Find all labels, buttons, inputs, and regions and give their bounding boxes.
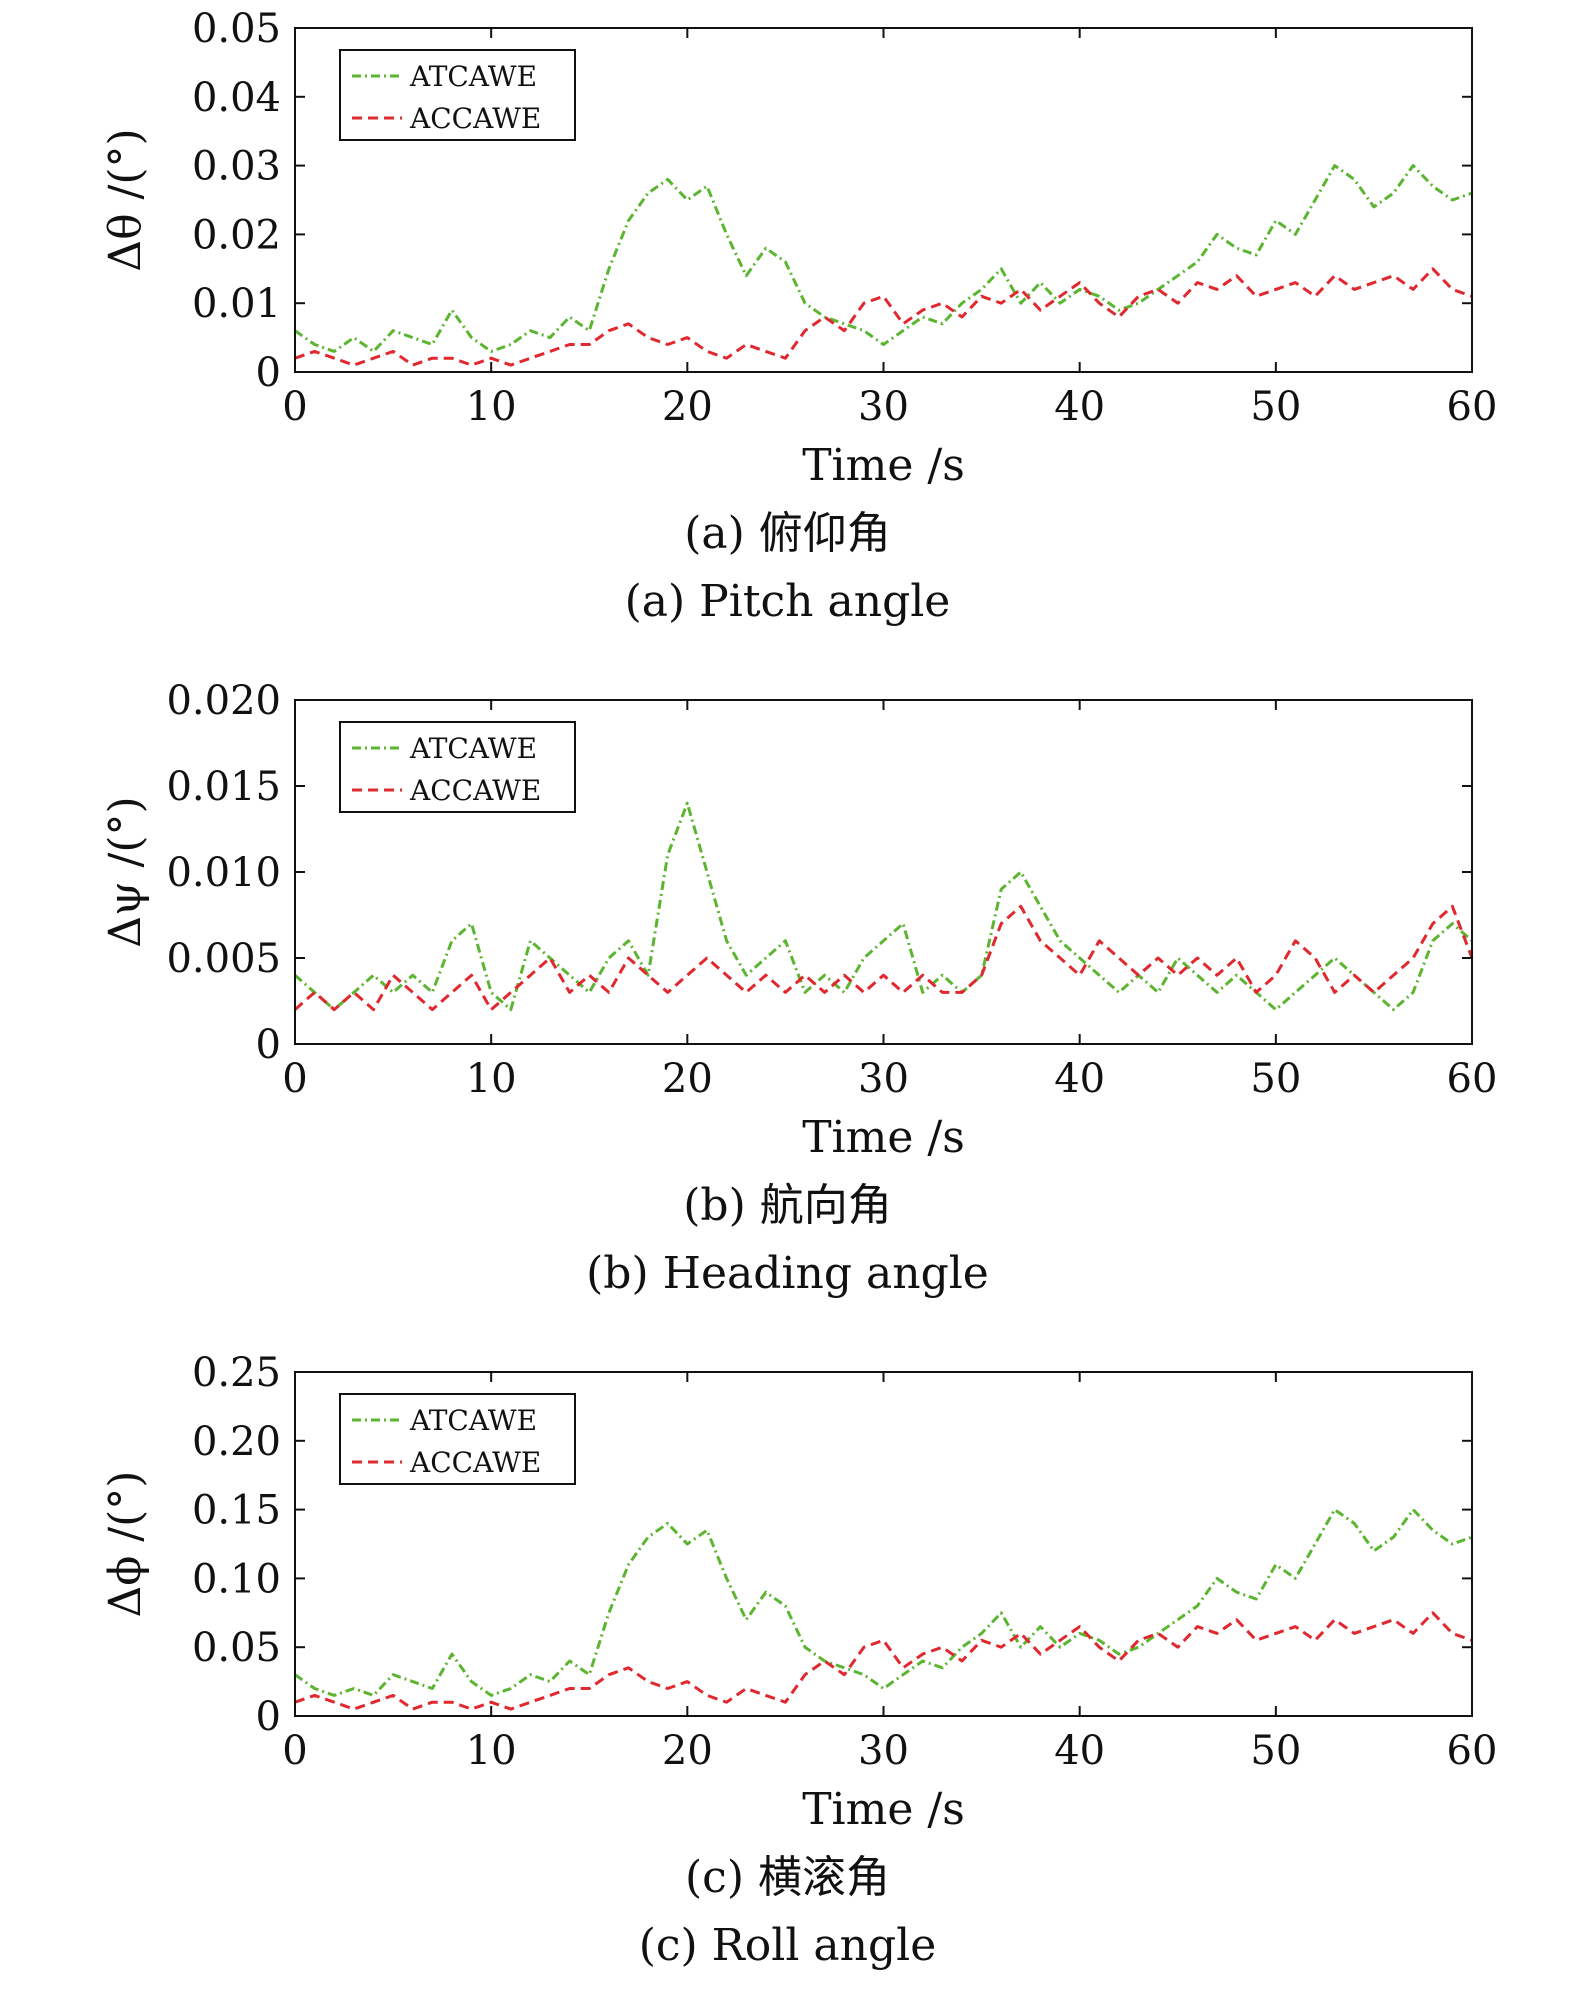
x-tick-label: 40 (1054, 1056, 1105, 1102)
series-line-atcawe (294, 164, 1473, 353)
x-tick-label: 50 (1250, 1056, 1301, 1102)
y-tick-label: 0.005 (166, 936, 281, 982)
y-axis-title: Δψ /(°) (100, 796, 151, 947)
y-tick-label: 0.10 (192, 1556, 281, 1602)
x-tick-label: 10 (466, 1728, 517, 1774)
x-tick-label: 0 (282, 1728, 307, 1774)
roll-chart-svg: 0 10 20 30 40 50 60 0 0.05 0.10 0.15 0.20 0.25 Time /… (100, 1350, 1498, 1835)
y-tick-label: 0.02 (192, 212, 281, 258)
y-tick-label: 0 (256, 1022, 281, 1068)
caption-cn-heading: (b) 航向角 (683, 1180, 892, 1231)
y-tick-label: 0 (256, 1694, 281, 1740)
x-tick-label: 50 (1250, 384, 1301, 430)
legend-label-accawe: ACCAWE (409, 102, 541, 135)
legend-box (339, 721, 576, 813)
series-line-accawe (294, 1611, 1473, 1711)
x-tick-label: 30 (858, 384, 909, 430)
x-tick-label: 60 (1447, 384, 1498, 430)
y-tick-label: 0.010 (166, 850, 281, 896)
caption-cn-pitch: (a) 俯仰角 (684, 508, 891, 559)
caption-cn-roll: (c) 横滚角 (685, 1852, 890, 1903)
pitch-chart-svg: 0 10 20 30 40 50 60 0 0.01 0.02 0.03 0.04 0.05 Time /… (100, 6, 1498, 491)
x-tick-label: 40 (1054, 384, 1105, 430)
y-tick-label: 0.04 (192, 75, 281, 121)
y-tick-label: 0.20 (192, 1419, 281, 1465)
x-tick-label: 20 (662, 1728, 713, 1774)
x-tick-label: 30 (858, 1728, 909, 1774)
legend-label-atcawe: ATCAWE (409, 1404, 537, 1437)
x-tick-label: 0 (282, 384, 307, 430)
x-tick-label: 30 (858, 1056, 909, 1102)
x-tick-label: 20 (662, 384, 713, 430)
caption-en-pitch: (a) Pitch angle (624, 576, 951, 627)
y-tick-label: 0.05 (192, 1625, 281, 1671)
x-tick-label: 60 (1447, 1728, 1498, 1774)
y-tick-label: 0.25 (192, 1350, 281, 1396)
x-tick-label: 10 (466, 384, 517, 430)
chart-panel-heading: 0 10 20 30 40 50 60 0 0.005 0.010 0.015 0.020 Time /… (0, 672, 1575, 1332)
y-tick-label: 0.015 (166, 764, 281, 810)
x-axis-title: Time /s (802, 1784, 965, 1835)
chart-panel-pitch: 0 10 20 30 40 50 60 0 0.01 0.02 0.03 0.04 0.05 Time /… (0, 0, 1575, 660)
x-tick-label: 60 (1447, 1056, 1498, 1102)
x-tick-label: 10 (466, 1056, 517, 1102)
x-tick-label: 50 (1250, 1728, 1301, 1774)
series-line-accawe (294, 904, 1474, 1012)
x-tick-label: 20 (662, 1056, 713, 1102)
y-tick-label: 0.05 (192, 6, 281, 52)
legend-label-atcawe: ATCAWE (409, 60, 537, 93)
series-line-atcawe (294, 801, 1473, 1012)
x-axis-title: Time /s (802, 440, 965, 491)
y-tick-label: 0.01 (192, 281, 281, 327)
x-tick-label: 0 (282, 1056, 307, 1102)
y-tick-label: 0 (256, 350, 281, 396)
y-axis-title: Δθ /(°) (100, 128, 151, 271)
legend-box (339, 49, 576, 141)
y-tick-label: 0.03 (192, 144, 281, 190)
x-tick-label: 40 (1054, 1728, 1105, 1774)
caption-en-roll: (c) Roll angle (638, 1920, 937, 1971)
legend-label-atcawe: ATCAWE (409, 732, 537, 765)
legend-label-accawe: ACCAWE (409, 1446, 541, 1479)
y-tick-label: 0.15 (192, 1488, 281, 1534)
heading-chart-svg: 0 10 20 30 40 50 60 0 0.005 0.010 0.015 0.020 Time /… (100, 678, 1498, 1163)
y-axis-title: Δϕ /(°) (100, 1471, 151, 1618)
series-line-atcawe (294, 1508, 1473, 1697)
series-line-accawe (294, 267, 1473, 367)
y-tick-label: 0.020 (166, 678, 281, 724)
legend-label-accawe: ACCAWE (409, 774, 541, 807)
chart-panel-roll: 0 10 20 30 40 50 60 0 0.05 0.10 0.15 0.20 0.25 Time /… (0, 1344, 1575, 2004)
legend-box (339, 1393, 576, 1485)
caption-en-heading: (b) Heading angle (586, 1248, 989, 1299)
x-axis-title: Time /s (802, 1112, 965, 1163)
